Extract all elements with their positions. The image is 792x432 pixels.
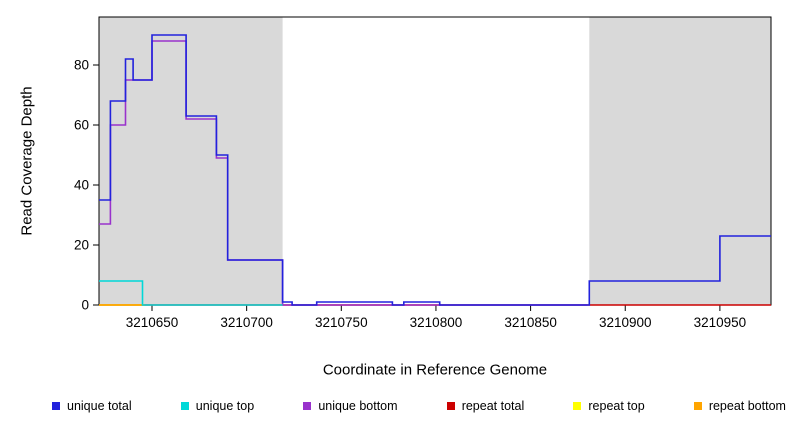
- series-line-unique-total: [99, 34, 771, 306]
- legend-swatch-repeat-top: [573, 402, 582, 410]
- legend-item-repeat-bottom: repeat bottom: [693, 399, 786, 413]
- series-line-unique-top: [99, 280, 283, 306]
- y-tick-label: 40: [74, 178, 89, 193]
- x-tick-label: 3210850: [504, 315, 557, 330]
- legend: unique total unique top unique bottom repea…: [52, 399, 786, 413]
- legend-label-unique-bottom: unique bottom: [318, 399, 398, 413]
- legend-swatch-unique-top: [180, 402, 189, 410]
- y-tick-label: 80: [74, 58, 89, 73]
- x-tick-label: 3210700: [220, 315, 273, 330]
- x-tick-label: 3210650: [126, 315, 179, 330]
- x-tick-label: 3210900: [599, 315, 652, 330]
- legend-item-unique-total: unique total: [52, 399, 132, 413]
- legend-swatch-unique-total: [52, 402, 60, 410]
- y-tick-label: 0: [81, 298, 89, 313]
- shaded-region-masked-left: [99, 17, 283, 305]
- x-tick-label: 3210800: [410, 315, 463, 330]
- y-tick-label: 60: [74, 118, 89, 133]
- legend-label-unique-top: unique top: [195, 399, 255, 413]
- legend-label-repeat-bottom: repeat bottom: [708, 399, 786, 413]
- x-axis-title: Coordinate in Reference Genome: [322, 361, 548, 379]
- legend-swatch-repeat-total: [446, 402, 455, 410]
- legend-item-repeat-total: repeat total: [446, 399, 525, 413]
- legend-item-unique-top: unique top: [180, 399, 255, 413]
- legend-swatch-unique-bottom: [303, 402, 312, 410]
- legend-swatch-repeat-bottom: [693, 402, 702, 410]
- x-tick-label: 3210750: [315, 315, 368, 330]
- x-tick-label: 3210950: [694, 315, 747, 330]
- legend-label-unique-total: unique total: [67, 399, 132, 413]
- legend-label-repeat-top: repeat top: [588, 399, 645, 413]
- legend-item-repeat-top: repeat top: [573, 399, 645, 413]
- y-axis-title: Read Coverage Depth: [18, 86, 36, 236]
- legend-label-repeat-total: repeat total: [461, 399, 525, 413]
- shaded-region-masked-right: [589, 17, 771, 305]
- y-tick-label: 20: [74, 238, 89, 253]
- legend-item-unique-bottom: unique bottom: [303, 399, 398, 413]
